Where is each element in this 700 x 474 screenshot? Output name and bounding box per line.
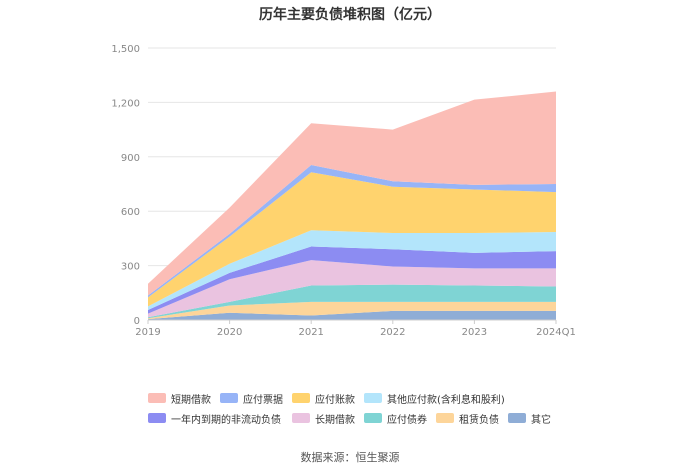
area-series xyxy=(148,284,556,319)
chart-title: 历年主要负债堆积图（亿元） xyxy=(259,7,441,23)
y-tick-label: 900 xyxy=(121,153,140,164)
legend-item-short-term-loans[interactable]: 短期借款 xyxy=(148,391,220,406)
legend-swatch xyxy=(292,393,310,403)
legend-swatch xyxy=(292,413,310,423)
legend: 短期借款 应付票据 应付账款 其他应付款(含利息和股利) 一年内到期的非流动负债… xyxy=(148,388,668,428)
x-tick-label: 2023 xyxy=(462,327,487,338)
x-tick-label: 2024Q1 xyxy=(536,327,576,338)
legend-label: 长期借款 xyxy=(315,414,355,426)
legend-swatch xyxy=(508,413,526,423)
legend-swatch xyxy=(148,413,166,423)
x-tick-label: 2019 xyxy=(135,327,160,338)
x-tick-label: 2021 xyxy=(298,327,323,338)
area-series xyxy=(148,260,556,318)
legend-swatch xyxy=(364,393,382,403)
legend-item-long-term-loans[interactable]: 长期借款 xyxy=(292,411,364,426)
area-series xyxy=(148,301,556,320)
legend-row-2: 一年内到期的非流动负债 长期借款 应付债券 租赁负债 其它 xyxy=(148,408,668,428)
area-series xyxy=(148,310,556,320)
legend-item-notes-payable[interactable]: 应付票据 xyxy=(220,391,292,406)
y-tick-label: 0 xyxy=(134,316,140,327)
y-tick-label: 300 xyxy=(121,262,140,273)
area-series xyxy=(148,172,556,307)
y-tick-label: 600 xyxy=(121,207,140,218)
area-series xyxy=(148,246,556,314)
legend-item-other-payables[interactable]: 其他应付款(含利息和股利) xyxy=(364,391,505,406)
x-tick-label: 2020 xyxy=(217,327,242,338)
legend-label: 应付债券 xyxy=(387,414,427,426)
legend-swatch xyxy=(148,393,166,403)
legend-label: 应付票据 xyxy=(243,394,283,406)
legend-label: 一年内到期的非流动负债 xyxy=(171,414,281,426)
legend-label: 其它 xyxy=(531,414,551,426)
area-series xyxy=(148,230,556,311)
legend-item-lease-liabilities[interactable]: 租赁负债 xyxy=(436,411,508,426)
legend-label: 其他应付款(含利息和股利) xyxy=(387,394,505,406)
legend-item-current-noncurrent-liabilities[interactable]: 一年内到期的非流动负债 xyxy=(148,411,292,426)
legend-swatch xyxy=(220,393,238,403)
legend-label: 应付账款 xyxy=(315,394,355,406)
x-tick-label: 2022 xyxy=(380,327,405,338)
area-series xyxy=(148,91,556,296)
legend-item-accounts-payable[interactable]: 应付账款 xyxy=(292,391,364,406)
legend-row-1: 短期借款 应付票据 应付账款 其他应付款(含利息和股利) xyxy=(148,388,668,408)
data-source: 数据来源：恒生聚源 xyxy=(300,451,400,464)
y-tick-label: 1,500 xyxy=(111,44,140,55)
legend-item-other[interactable]: 其它 xyxy=(508,411,551,426)
legend-swatch xyxy=(364,413,382,423)
legend-label: 租赁负债 xyxy=(459,414,499,426)
legend-swatch xyxy=(436,413,454,423)
y-tick-label: 1,200 xyxy=(111,98,140,109)
legend-item-bonds-payable[interactable]: 应付债券 xyxy=(364,411,436,426)
legend-label: 短期借款 xyxy=(171,394,211,406)
